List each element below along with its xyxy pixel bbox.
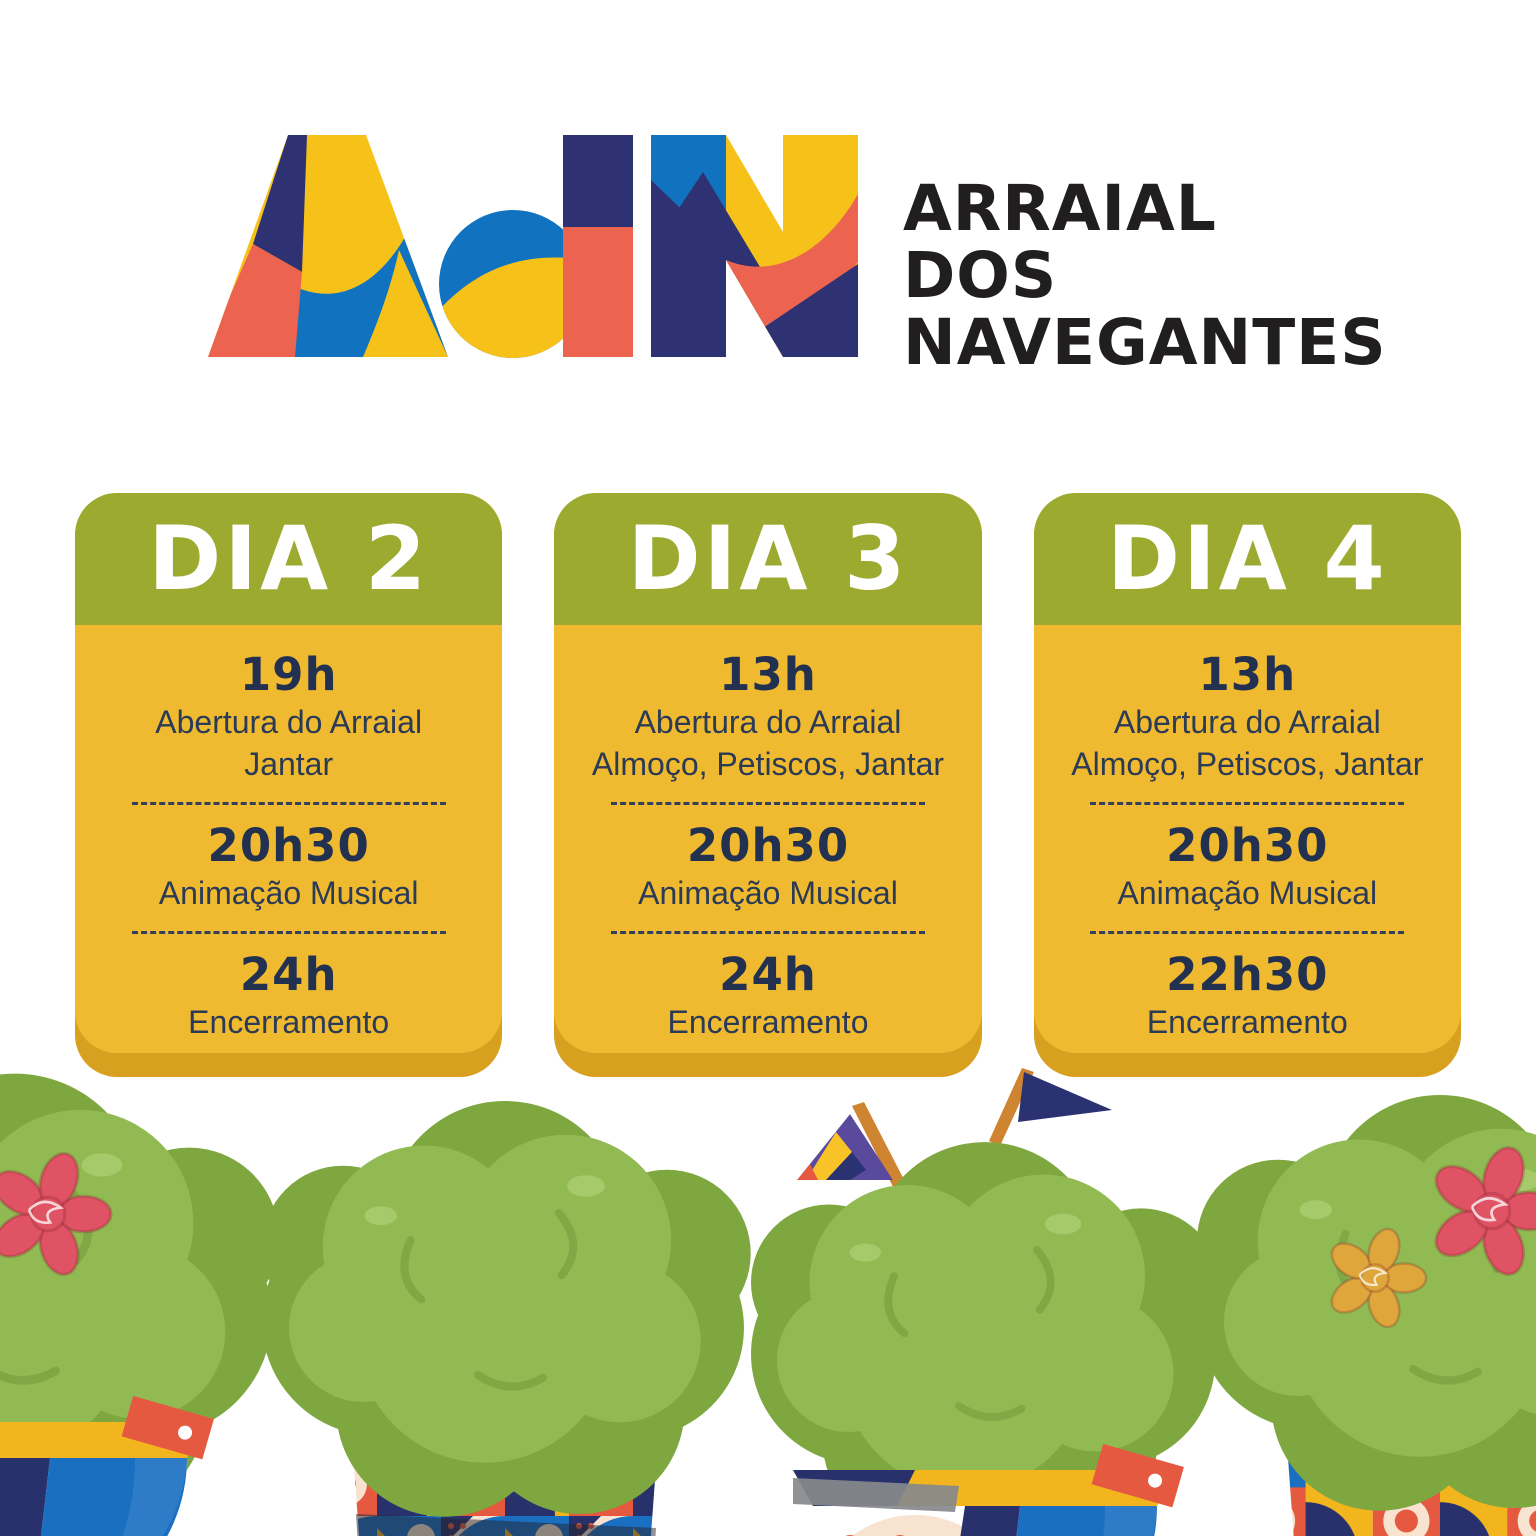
slot-detail: Almoço, Petiscos, Jantar bbox=[1071, 745, 1424, 782]
slot-detail: Encerramento bbox=[667, 1003, 869, 1040]
slot-time: 19h bbox=[239, 648, 338, 701]
logo-letter-a bbox=[208, 135, 448, 357]
slot-time: 24h bbox=[239, 948, 338, 1002]
day-card-header: DIA 4 bbox=[1033, 493, 1461, 625]
plant-pot-right bbox=[1197, 1095, 1536, 1536]
logo-letter-n bbox=[651, 135, 858, 357]
day-title: DIA 2 bbox=[148, 507, 430, 610]
slot-detail: Abertura do Arraial bbox=[634, 703, 902, 740]
slot-detail: Encerramento bbox=[188, 1003, 390, 1040]
day-card-dia-2: DIA 2 19h Abertura do Arraial Jantar 20h… bbox=[75, 493, 503, 1053]
day-card-body: 13h Abertura do Arraial Almoço, Petiscos… bbox=[1034, 625, 1461, 1043]
schedule-slot: 13h Abertura do Arraial Almoço, Petiscos… bbox=[576, 649, 959, 785]
plant-pot-left bbox=[0, 1074, 279, 1536]
potted-plants-illustration bbox=[0, 1068, 1536, 1536]
schedule-slot: 13h Abertura do Arraial Almoço, Petiscos… bbox=[1056, 649, 1439, 785]
schedule-slot: 24h Encerramento bbox=[97, 949, 480, 1043]
schedule-slot: 24h Encerramento bbox=[576, 949, 959, 1043]
day-card-header: DIA 3 bbox=[554, 493, 982, 625]
slot-detail: Jantar bbox=[244, 745, 334, 782]
dashed-divider bbox=[610, 802, 926, 806]
day-card-body: 13h Abertura do Arraial Almoço, Petiscos… bbox=[554, 625, 981, 1043]
schedule-slot: 22h30 Encerramento bbox=[1056, 949, 1439, 1043]
adn-logo bbox=[208, 135, 858, 358]
event-title-line-3: NAVEGANTES bbox=[903, 305, 1387, 379]
slot-detail: Abertura do Arraial bbox=[155, 703, 423, 740]
schedule-slot: 20h30 Animação Musical bbox=[1056, 820, 1439, 914]
slot-time: 24h bbox=[719, 948, 817, 1002]
logo-letter-d-bowl bbox=[439, 210, 587, 358]
day-card-dia-3: DIA 3 13h Abertura do Arraial Almoço, Pe… bbox=[554, 493, 982, 1053]
logo-letter-d-stem bbox=[563, 135, 633, 357]
day-title: DIA 3 bbox=[627, 507, 909, 610]
schedule-slot: 20h30 Animação Musical bbox=[576, 820, 959, 914]
slot-time: 13h bbox=[1198, 648, 1297, 701]
day-card-dia-4: DIA 4 13h Abertura do Arraial Almoço, Pe… bbox=[1033, 493, 1461, 1053]
schedule-cards: DIA 2 19h Abertura do Arraial Jantar 20h… bbox=[75, 493, 1461, 1053]
slot-time: 22h30 bbox=[1166, 948, 1329, 1002]
plant-pot-flags bbox=[751, 1068, 1222, 1536]
slot-detail: Encerramento bbox=[1146, 1003, 1348, 1040]
slot-time: 13h bbox=[719, 648, 817, 701]
day-title: DIA 4 bbox=[1106, 507, 1388, 610]
event-title-line-2: DOS bbox=[903, 238, 1058, 312]
dashed-divider bbox=[131, 802, 446, 806]
dashed-divider bbox=[1090, 931, 1405, 935]
slot-time: 20h30 bbox=[686, 819, 850, 873]
day-card-header: DIA 2 bbox=[75, 493, 503, 625]
dashed-divider bbox=[1090, 802, 1405, 806]
schedule-slot: 20h30 Animação Musical bbox=[97, 820, 480, 914]
plant-pot-tall bbox=[262, 1101, 751, 1536]
slot-detail: Abertura do Arraial bbox=[1113, 703, 1381, 740]
dashed-divider bbox=[610, 931, 926, 935]
schedule-slot: 19h Abertura do Arraial Jantar bbox=[97, 649, 480, 785]
event-title-line-1: ARRAIAL bbox=[903, 172, 1217, 245]
dashed-divider bbox=[131, 931, 446, 935]
slot-detail: Animação Musical bbox=[638, 874, 898, 911]
slot-time: 20h30 bbox=[1166, 819, 1329, 873]
slot-detail: Animação Musical bbox=[1117, 874, 1378, 911]
day-card-body: 19h Abertura do Arraial Jantar 20h30 Ani… bbox=[75, 625, 502, 1043]
slot-time: 20h30 bbox=[207, 819, 370, 873]
slot-detail: Almoço, Petiscos, Jantar bbox=[591, 745, 945, 782]
event-title: ARRAIAL DOS NAVEGANTES bbox=[903, 172, 1387, 379]
pennant-flag-icon bbox=[989, 1068, 1112, 1146]
slot-detail: Animação Musical bbox=[158, 874, 419, 911]
